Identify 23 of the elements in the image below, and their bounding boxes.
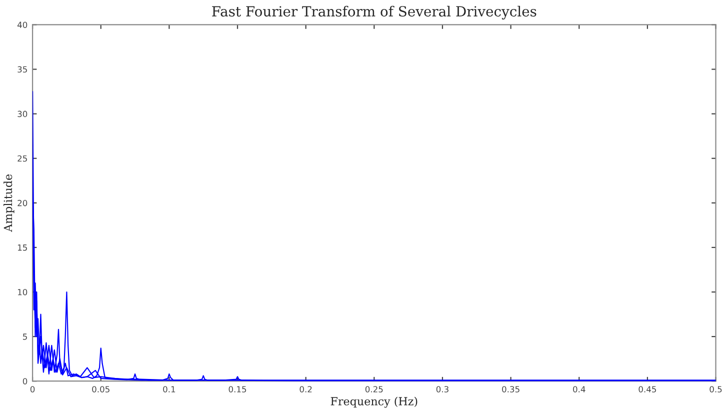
x-tick-label: 0.5 (710, 386, 722, 392)
y-tick-label: 15 (18, 244, 27, 251)
y-tick-label: 35 (18, 66, 27, 73)
x-tick-label: 0.4 (573, 386, 586, 392)
x-tick-label: 0.25 (365, 386, 383, 392)
x-tick-label: 0.15 (228, 386, 246, 392)
x-tick-label: 0.05 (92, 386, 110, 392)
y-tick-label: 25 (18, 155, 27, 162)
y-tick-label: 10 (18, 288, 28, 296)
chart-title: Fast Fourier Transform of Several Drivecycles (212, 6, 536, 20)
x-tick-label: 0.45 (638, 386, 656, 392)
y-tick-label: 30 (18, 110, 28, 118)
x-axis-title: Frequency (Hz) (330, 396, 418, 408)
x-tick-label: 0.3 (436, 386, 448, 392)
x-tick-label: 0.2 (300, 386, 312, 392)
y-tick-label: 20 (18, 200, 28, 206)
x-tick-label: 0.1 (163, 386, 176, 392)
y-axis-title: Amplitude (4, 174, 14, 232)
y-tick-label: 0 (22, 378, 28, 384)
x-tick-label: 0.35 (502, 386, 520, 392)
y-tick-label: 5 (23, 334, 27, 340)
x-tick-label: 0 (30, 386, 35, 392)
y-tick-label: 40 (17, 22, 28, 28)
